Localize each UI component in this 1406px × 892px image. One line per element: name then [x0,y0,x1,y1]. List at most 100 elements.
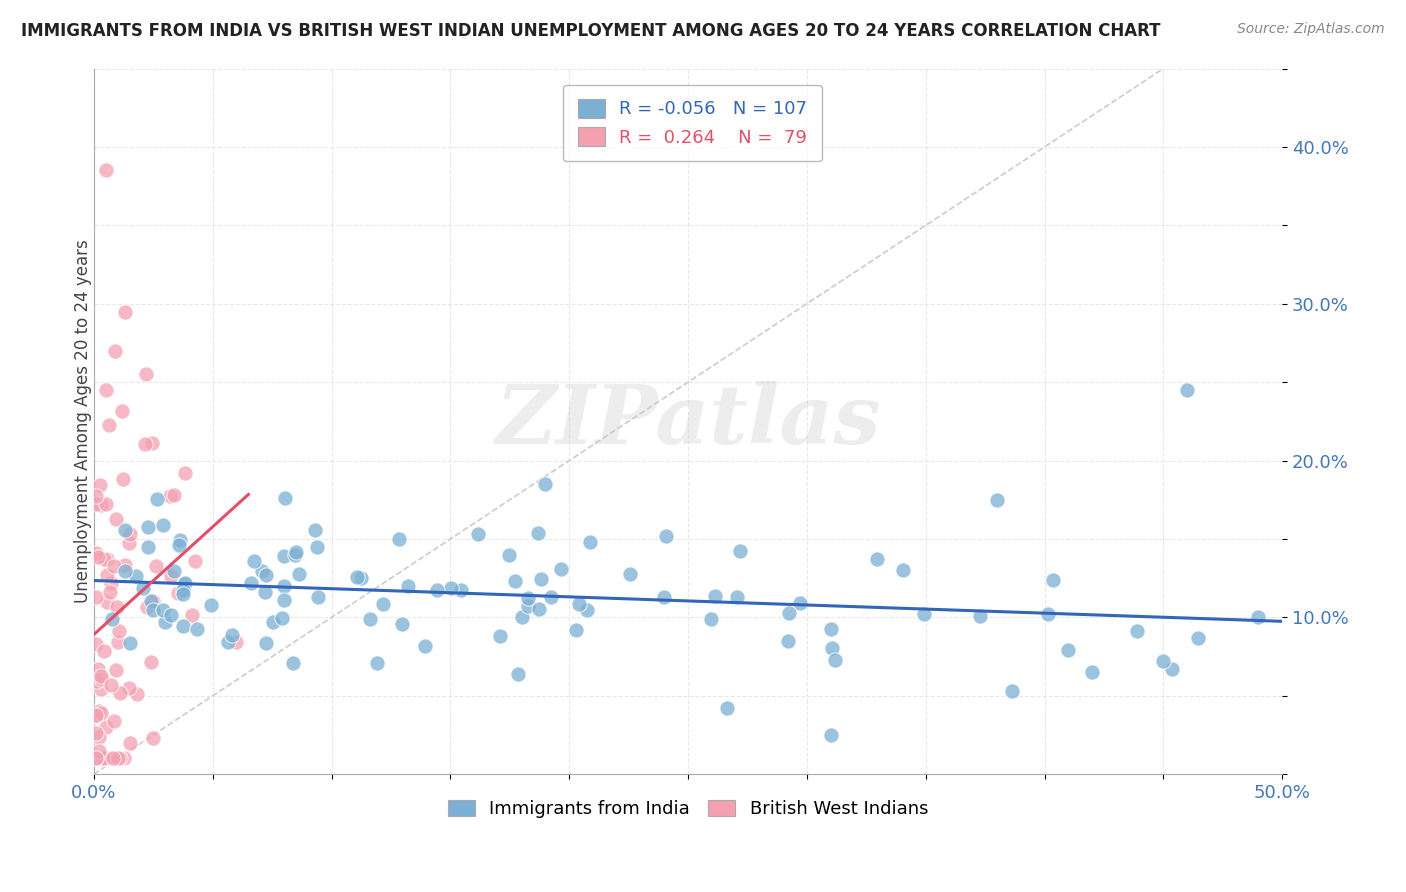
Point [169,533,191,547]
Point [135,368,157,382]
Point [778,606,800,620]
Point [84,489,107,503]
Point [578,534,600,549]
Point [776,634,799,648]
Point [508,666,530,681]
Point [221,628,243,642]
Point [307,590,329,604]
Point [619,566,641,581]
Point [98,751,121,765]
Point [118,536,141,550]
Point [789,596,811,610]
Point [98,417,121,432]
Point [86,662,108,676]
Point [101,751,124,765]
Point [104,512,127,526]
Point [346,570,368,584]
Point [90,706,112,720]
Point [172,582,194,597]
Point [498,548,520,562]
Point [139,655,162,669]
Point [274,491,297,505]
Point [86,673,108,688]
Point [534,477,557,491]
Point [969,608,991,623]
Point [217,634,239,648]
Point [254,567,277,582]
Legend: Immigrants from India, British West Indians: Immigrants from India, British West Indi… [440,792,935,825]
Point [250,564,273,578]
Point [350,571,373,585]
Point [159,489,181,503]
Point [114,565,136,579]
Point [103,559,125,574]
Point [160,607,183,622]
Point [94,720,117,734]
Point [84,637,107,651]
Text: IMMIGRANTS FROM INDIA VS BRITISH WEST INDIAN UNEMPLOYMENT AMONG AGES 20 TO 24 YE: IMMIGRANTS FROM INDIA VS BRITISH WEST IN… [21,22,1160,40]
Point [108,624,131,639]
Point [90,669,112,683]
Point [173,577,195,591]
Point [87,705,110,719]
Point [516,599,538,613]
Point [167,585,190,599]
Point [540,590,562,604]
Point [163,488,186,502]
Point [114,558,136,573]
Point [84,590,107,604]
Point [146,492,169,507]
Point [912,607,935,621]
Point [824,653,846,667]
Point [93,751,115,765]
Point [96,751,118,765]
Point [243,554,266,568]
Point [145,558,167,573]
Point [142,731,165,745]
Point [1247,610,1270,624]
Point [284,548,307,562]
Point [413,639,436,653]
Point [84,708,107,723]
Point [986,492,1008,507]
Point [821,640,844,655]
Point [96,595,118,609]
Point [450,583,472,598]
Point [866,552,889,566]
Point [391,616,413,631]
Point [225,635,247,649]
Point [489,629,512,643]
Point [517,591,540,605]
Point [281,656,304,670]
Point [512,610,534,624]
Point [90,672,112,686]
Point [93,552,115,566]
Point [273,549,295,563]
Point [93,751,115,765]
Point [84,546,107,560]
Point [139,594,162,608]
Point [125,569,148,583]
Point [467,527,489,541]
Point [114,523,136,537]
Point [163,564,186,578]
Point [142,594,165,608]
Point [94,163,117,178]
Point [503,574,526,589]
Point [371,597,394,611]
Y-axis label: Unemployment Among Ages 20 to 24 years: Unemployment Among Ages 20 to 24 years [75,239,91,603]
Point [118,736,141,750]
Point [1036,607,1059,621]
Point [285,544,308,558]
Point [288,566,311,581]
Point [87,550,110,565]
Point [820,728,842,742]
Point [114,304,136,318]
Point [120,526,142,541]
Point [388,532,411,546]
Point [239,575,262,590]
Point [440,581,463,595]
Point [84,725,107,739]
Point [564,623,586,637]
Point [529,602,551,616]
